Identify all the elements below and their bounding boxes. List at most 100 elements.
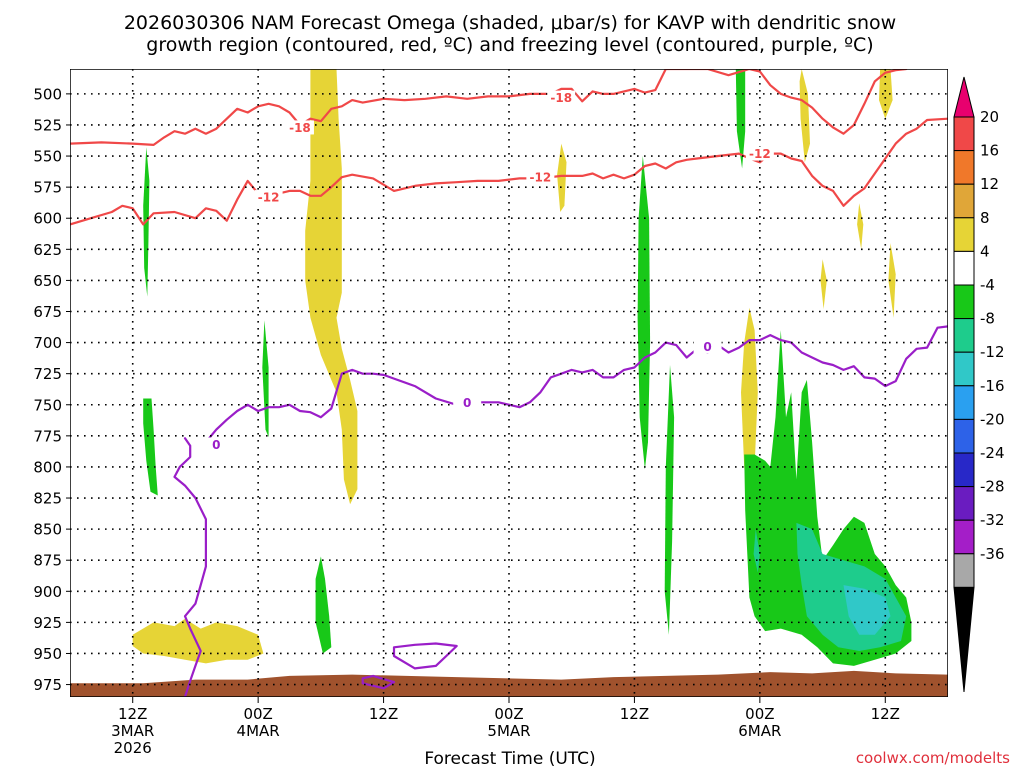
contour-label-4: -12 [749,147,771,161]
y-tick-label-775: 775 [33,427,62,445]
y-tick-label-550: 550 [33,148,62,166]
x-tick-label-69-1: 00Z [745,705,774,723]
x-axis-label: Forecast Time (UTC) [424,749,595,768]
contour-label-bg-0 [285,120,314,135]
colorbar-band-3 [953,183,975,219]
y-tick-label-625: 625 [33,241,62,259]
colorbar-band-12 [953,486,975,521]
y-tick-label-825: 825 [33,490,62,508]
colorbar-label-11: -28 [980,478,1005,496]
x-tick-label-45-1: 00Z [494,705,523,723]
omega-region-13 [637,156,651,470]
colorbar-label-7: -12 [980,343,1005,361]
contour-label-2: -12 [258,191,280,205]
colorbar-band-13 [953,519,975,555]
contour-line-0 [70,69,908,146]
x-tick-label-57-1: 12Z [620,705,649,723]
chart-title-line1: 2026030306 NAM Forecast Omega (shaded, μ… [124,12,896,34]
contour-labels: -18 -18 -12 -12 -12 0 0 0 [202,90,774,452]
y-tick-label-600: 600 [33,210,62,228]
colorbar-label-4: 4 [980,242,990,260]
x-tick-label-9-2: 3MAR [111,722,154,740]
contour-line-2 [173,437,207,697]
omega-region-1 [132,618,264,664]
contour-label-bg-2 [254,190,283,205]
contour-label-7: 0 [703,340,711,354]
terrain-fill [70,670,948,697]
y-tick-label-900: 900 [33,583,62,601]
omega-region-14 [664,365,675,635]
terrain-surface [70,670,948,697]
y-tick-label-675: 675 [33,303,62,321]
omega-region-0 [305,69,358,505]
y-tick-label-750: 750 [33,396,62,414]
y-axis-ticks: 500 525 550 575 600 625 650 675 700 725 750 775 800 8… [33,85,70,694]
omega-shading [132,69,912,666]
colorbar-label-10: -24 [980,444,1005,462]
omega-region-10 [143,398,158,496]
colorbar-label-13: -36 [980,545,1005,563]
contour-label-0: -18 [289,121,311,135]
omega-region-8 [820,259,827,309]
colorbar-top-arrow [953,76,975,118]
contour-label-1: -18 [550,91,572,105]
y-tick-label-500: 500 [33,85,62,103]
y-tick-label-800: 800 [33,458,62,476]
contour-lines [70,69,948,697]
colorbar-label-5: -4 [980,276,995,294]
y-tick-label-875: 875 [33,552,62,570]
contour-label-5: 0 [212,438,220,452]
y-tick-label-950: 950 [33,645,62,663]
omega-region-2 [557,143,567,212]
colorbar-band-11 [953,452,975,488]
contour-line-1 [70,117,948,226]
y-tick-label-525: 525 [33,116,62,134]
contour-line-5 [361,674,396,690]
omega-region-12 [315,556,332,654]
colorbar-label-3: 8 [980,209,990,227]
colorbar-band-7 [953,318,975,353]
colorbar-label-8: -16 [980,377,1005,395]
y-tick-label-975: 975 [33,676,62,694]
contour-label-6: 0 [463,396,471,410]
x-tick-label-21-2: 4MAR [237,722,280,740]
colorbar-band-9 [953,385,975,420]
y-tick-label-700: 700 [33,334,62,352]
contour-label-bg-1 [547,90,576,105]
y-tick-label-725: 725 [33,365,62,383]
y-tick-label-925: 925 [33,614,62,632]
omega-region-17 [753,529,760,573]
x-tick-label-45-2: 5MAR [487,722,530,740]
colorbar-band-5 [953,250,975,286]
omega-region-6 [857,203,864,250]
x-tick-label-33-1: 12Z [369,705,398,723]
colorbar-label-6: -8 [980,310,995,328]
omega-region-4 [799,69,810,163]
colorbar-band-10 [953,418,975,454]
colorbar-label-12: -32 [980,511,1005,529]
colorbar-label-1: 16 [980,142,999,160]
colorbar-band-14 [953,553,975,588]
omega-region-11 [262,320,269,438]
x-tick-label-9-1: 12Z [118,705,147,723]
contour-label-3: -12 [530,171,552,185]
x-tick-label-81-1: 12Z [871,705,900,723]
y-tick-label-850: 850 [33,521,62,539]
contour-label-bg-3 [526,170,555,185]
y-tick-label-575: 575 [33,179,62,197]
omega-region-5 [879,69,893,119]
x-tick-label-9-3: 2026 [114,739,152,757]
plot-area: -18 -18 -12 -12 -12 0 0 0 [70,69,948,697]
contour-label-bg-4 [745,146,774,161]
chart-title-line2: growth region (contoured, red, ºC) and f… [146,34,873,56]
colorbar: 20 16 12 8 4 -4 -8 -12 -16 -20 -24 -28 -32 -36 [953,76,1005,693]
contour-line-4 [392,642,458,670]
colorbar-band-8 [953,351,975,387]
contour-label-bg-6 [453,395,482,410]
colorbar-band-6 [953,284,975,320]
colorbar-label-0: 20 [980,108,999,126]
x-tick-label-21-1: 00Z [243,705,272,723]
contour-line-3 [204,325,948,444]
